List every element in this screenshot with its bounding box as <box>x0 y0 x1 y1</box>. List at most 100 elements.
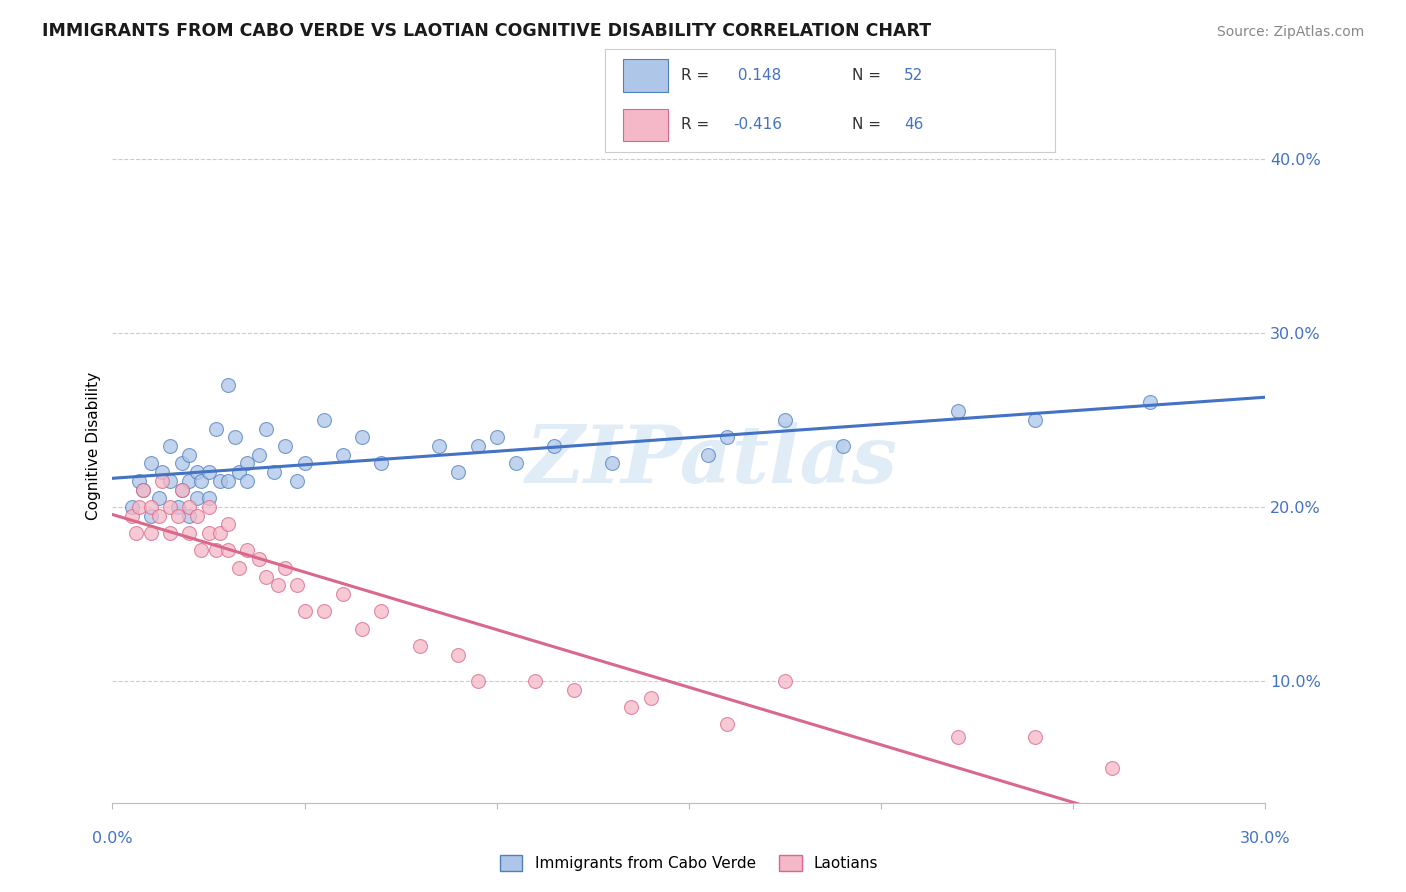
Text: ZIPatlas: ZIPatlas <box>526 422 898 499</box>
Text: 30.0%: 30.0% <box>1240 831 1291 846</box>
Point <box>217 517 239 532</box>
Point <box>1139 395 1161 409</box>
Point <box>209 526 232 541</box>
Text: 52: 52 <box>904 68 922 83</box>
Point <box>716 430 738 444</box>
Point <box>409 639 432 653</box>
Point <box>217 474 239 488</box>
Legend: Immigrants from Cabo Verde, Laotians: Immigrants from Cabo Verde, Laotians <box>494 849 884 877</box>
Point <box>166 500 188 514</box>
Point <box>159 439 181 453</box>
Point <box>159 526 181 541</box>
Point <box>640 691 662 706</box>
Point <box>485 430 508 444</box>
Text: 0.148: 0.148 <box>733 68 782 83</box>
Text: -0.416: -0.416 <box>733 118 782 133</box>
Point <box>263 465 285 479</box>
Text: Source: ZipAtlas.com: Source: ZipAtlas.com <box>1216 25 1364 38</box>
Point <box>166 508 188 523</box>
Point <box>179 500 201 514</box>
Point <box>152 465 174 479</box>
Point <box>1024 730 1046 744</box>
Point <box>132 483 155 497</box>
Point <box>124 526 146 541</box>
Point <box>562 682 585 697</box>
Text: N =: N = <box>852 118 886 133</box>
Point <box>831 439 853 453</box>
Point <box>773 413 796 427</box>
Point <box>139 457 162 471</box>
Y-axis label: Cognitive Disability: Cognitive Disability <box>86 372 101 520</box>
Point <box>1024 413 1046 427</box>
Point <box>285 474 308 488</box>
Text: 0.0%: 0.0% <box>93 831 132 846</box>
Point <box>524 673 547 688</box>
Point <box>236 474 259 488</box>
FancyBboxPatch shape <box>623 60 668 92</box>
Point <box>179 448 201 462</box>
Point <box>600 457 623 471</box>
Point <box>197 526 219 541</box>
Point <box>697 448 720 462</box>
Point <box>254 421 277 435</box>
Point <box>620 700 643 714</box>
Point <box>186 465 208 479</box>
Point <box>224 430 246 444</box>
Point <box>352 430 374 444</box>
Point <box>148 508 170 523</box>
Point <box>312 413 335 427</box>
Point <box>209 474 232 488</box>
Point <box>447 648 470 662</box>
Point <box>159 474 181 488</box>
Point <box>370 604 392 618</box>
Point <box>773 673 796 688</box>
Point <box>190 474 212 488</box>
Point <box>217 378 239 392</box>
Point <box>139 500 162 514</box>
Point <box>274 561 297 575</box>
Point <box>247 552 270 566</box>
Point <box>170 483 193 497</box>
Point <box>121 500 143 514</box>
Point <box>170 483 193 497</box>
Point <box>197 500 219 514</box>
Point <box>228 465 250 479</box>
Point <box>186 508 208 523</box>
Point <box>447 465 470 479</box>
Point <box>152 474 174 488</box>
Point <box>139 526 162 541</box>
Point <box>332 448 354 462</box>
Point <box>505 457 527 471</box>
Point <box>946 404 969 418</box>
Point <box>121 508 143 523</box>
Point <box>132 483 155 497</box>
Text: R =: R = <box>681 68 714 83</box>
Point <box>467 673 489 688</box>
Point <box>179 474 201 488</box>
Point <box>274 439 297 453</box>
Point <box>186 491 208 506</box>
Point <box>946 730 969 744</box>
Point <box>148 491 170 506</box>
Point <box>267 578 290 592</box>
Point <box>197 491 219 506</box>
Text: R =: R = <box>681 118 714 133</box>
Point <box>205 543 228 558</box>
Point <box>197 465 219 479</box>
Point <box>312 604 335 618</box>
Point <box>139 508 162 523</box>
Text: IMMIGRANTS FROM CABO VERDE VS LAOTIAN COGNITIVE DISABILITY CORRELATION CHART: IMMIGRANTS FROM CABO VERDE VS LAOTIAN CO… <box>42 21 931 39</box>
Point <box>285 578 308 592</box>
Point <box>236 543 259 558</box>
Text: N =: N = <box>852 68 886 83</box>
FancyBboxPatch shape <box>623 109 668 141</box>
Point <box>427 439 450 453</box>
Point <box>254 569 277 583</box>
Point <box>205 421 228 435</box>
Point <box>1101 761 1123 775</box>
Point <box>128 474 150 488</box>
Point <box>294 457 316 471</box>
Point <box>247 448 270 462</box>
Point <box>179 526 201 541</box>
Point <box>467 439 489 453</box>
